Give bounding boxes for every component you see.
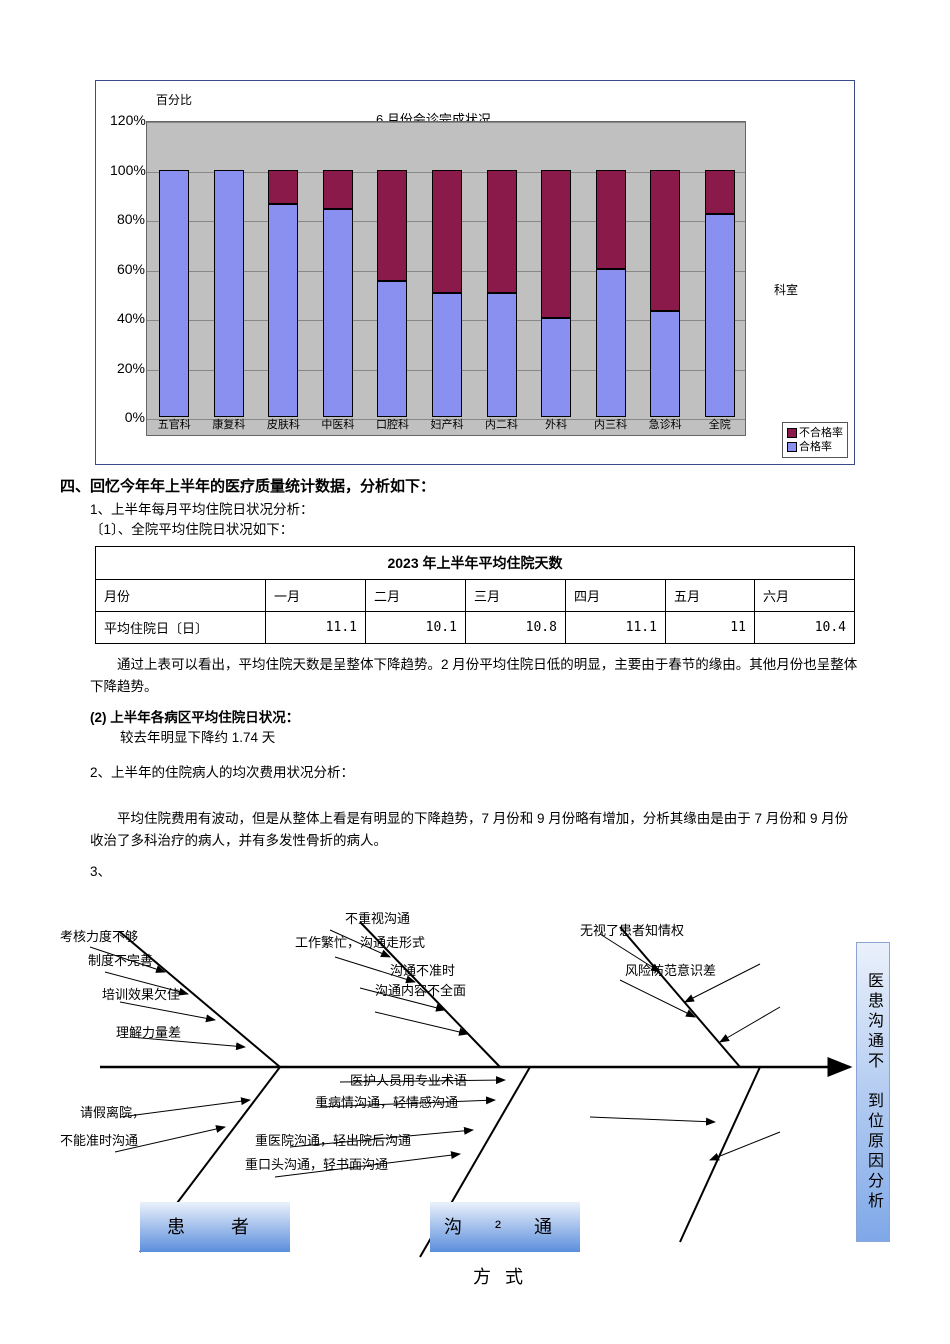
- section-4-item-2: 2、上半年的住院病人的均次费用状况分析：: [90, 763, 890, 783]
- consultation-chart: 百分比 6 月份会诊完成状况 科室 五官科康复科皮肤科中医科口腔科妇产科内二科外…: [95, 80, 855, 465]
- fb-bot-mid-3: 重医院沟通，轻出院后沟通: [255, 1130, 411, 1149]
- section-4-item-3: 3、: [90, 862, 890, 882]
- fb-top-left-2: 制度不完善: [88, 950, 153, 969]
- table-header-cell: 三月: [465, 580, 565, 612]
- fb-top-left-1: 考核力度不够: [60, 926, 138, 945]
- table-header-cell: 一月: [266, 580, 366, 612]
- fb-top-mid-1: 不重视沟通: [345, 908, 410, 927]
- ytick: 100%: [110, 162, 145, 178]
- bar-segment: [377, 170, 407, 281]
- x-axis-label: 口腔科: [367, 416, 417, 432]
- analysis-para-1: 通过上表可以看出，平均住院天数是呈整体下降趋势。2 月份平均住院日低的明显，主要…: [90, 654, 860, 698]
- ytick: 20%: [110, 360, 145, 376]
- avg-stay-table: 2023 年上半年平均住院天数 月份一月二月三月四月五月六月 平均住院日〔日〕1…: [95, 546, 855, 644]
- bar-segment: [596, 269, 626, 418]
- table-data-row: 平均住院日〔日〕11.110.110.811.11110.4: [96, 612, 855, 644]
- x-axis-label: 康复科: [204, 416, 254, 432]
- table-cell: 10.8: [465, 612, 565, 644]
- table-caption-year: 2023: [387, 555, 418, 571]
- bar-segment: [541, 318, 571, 417]
- fb-bot-mid-2: 重病情沟通，轻情感沟通: [315, 1092, 458, 1111]
- x-axis-label: 内三科: [586, 416, 636, 432]
- bar-segment: [650, 311, 680, 417]
- legend-item-pass: 合格率: [787, 440, 843, 454]
- x-axis-label: 外科: [531, 416, 581, 432]
- table-header-cell: 四月: [565, 580, 665, 612]
- table-caption-rest: 年上半年平均住院天数: [419, 555, 563, 571]
- table-cell: 11.1: [266, 612, 366, 644]
- x-axis-label: 急诊科: [640, 416, 690, 432]
- table-header-cell: 五月: [665, 580, 754, 612]
- fb-top-left-4: 理解力量差: [116, 1022, 181, 1041]
- legend-item-fail: 不合格率: [787, 426, 843, 440]
- fb-top-mid-2: 工作繁忙，沟通走形式: [295, 932, 425, 951]
- section-4-item-1-2-detail: 较去年明显下降约 1.74 天: [120, 728, 890, 748]
- bar-segment: [705, 214, 735, 417]
- bar-segment: [268, 204, 298, 417]
- fb-bot-left-1: 请假离院，: [80, 1102, 145, 1121]
- fb-top-mid-4: 沟通内容不全面: [375, 980, 466, 999]
- bar-segment: [214, 170, 244, 418]
- bar-segment: [432, 170, 462, 294]
- fb-top-mid-3: 沟通不准时: [390, 960, 455, 979]
- bar-segment: [596, 170, 626, 269]
- bar-segment: [377, 281, 407, 417]
- fb-top-left-3: 培训效果欠佳: [102, 984, 180, 1003]
- table-cell: 11: [665, 612, 754, 644]
- analysis-para-2: 平均住院费用有波动，但是从整体上看是有明显的下降趋势，7 月份和 9 月份略有增…: [90, 808, 860, 852]
- chart-legend: 不合格率 合格率: [782, 422, 848, 458]
- bar-segment: [650, 170, 680, 311]
- bar-segment: [487, 170, 517, 294]
- fb-category-left: 患 者: [140, 1202, 290, 1252]
- x-axis-label: 内二科: [477, 416, 527, 432]
- fb-top-right-1: 无视了患者知情权: [580, 920, 684, 939]
- bar-segment: [323, 170, 353, 210]
- ytick: 80%: [110, 211, 145, 227]
- section-4-item-1: 1、上半年每月平均住院日状况分析：: [90, 500, 890, 520]
- bar-segment: [268, 170, 298, 205]
- ytick: 0%: [110, 409, 145, 425]
- table-header-cell: 六月: [754, 580, 854, 612]
- fishbone-diagram: 考核力度不够 制度不完善 培训效果欠佳 理解力量差 不重视沟通 工作繁忙，沟通走…: [60, 902, 890, 1262]
- ytick: 120%: [110, 112, 145, 128]
- bar-segment: [705, 170, 735, 215]
- fb-bot-mid-1: 医护人员用专业术语: [350, 1070, 467, 1089]
- bar-segment: [487, 293, 517, 417]
- table-header-cell: 月份: [96, 580, 266, 612]
- section-4-item-1-2: (2) 上半年各病区平均住院日状况：: [90, 708, 890, 728]
- x-axis-label: 中医科: [313, 416, 363, 432]
- table-header-row: 月份一月二月三月四月五月六月: [96, 580, 855, 612]
- fb-top-right-2: 风险防范意识差: [625, 960, 716, 979]
- bar-segment: [323, 209, 353, 417]
- legend-label-fail: 不合格率: [799, 427, 843, 439]
- section-4-heading: 四、回忆今年年上半年的医疗质量统计数据，分析如下：: [60, 475, 890, 496]
- ytick: 40%: [110, 310, 145, 326]
- x-axis-label: 五官科: [149, 416, 199, 432]
- table-cell: 11.1: [565, 612, 665, 644]
- section-4-item-1-1: 〔1〕、全院平均住院日状况如下：: [90, 520, 890, 540]
- fb-bot-mid-4: 重口头沟通，轻书面沟通: [245, 1154, 388, 1173]
- legend-label-pass: 合格率: [799, 441, 832, 453]
- bar-segment: [159, 170, 189, 418]
- x-axis-label: 皮肤科: [258, 416, 308, 432]
- chart-y-axis-label: 百分比: [156, 91, 192, 108]
- x-axis-label: 全院: [695, 416, 745, 432]
- x-axis-label: 妇产科: [422, 416, 472, 432]
- ytick: 60%: [110, 261, 145, 277]
- table-caption: 2023 年上半年平均住院天数: [96, 547, 855, 580]
- bar-segment: [432, 293, 462, 417]
- chart-right-label: 科室: [774, 281, 798, 298]
- table-row-label: 平均住院日〔日〕: [96, 612, 266, 644]
- table-cell: 10.1: [365, 612, 465, 644]
- table-header-cell: 二月: [365, 580, 465, 612]
- table-cell: 10.4: [754, 612, 854, 644]
- bar-segment: [541, 170, 571, 319]
- fb-bot-left-2: 不能准时沟通: [60, 1130, 138, 1149]
- fb-result: 医患沟通不 到位原因分析: [856, 942, 890, 1242]
- fb-category-right: 沟 ² 通方式: [430, 1202, 580, 1252]
- chart-plot-area: 五官科康复科皮肤科中医科口腔科妇产科内二科外科内三科急诊科全院: [146, 121, 746, 436]
